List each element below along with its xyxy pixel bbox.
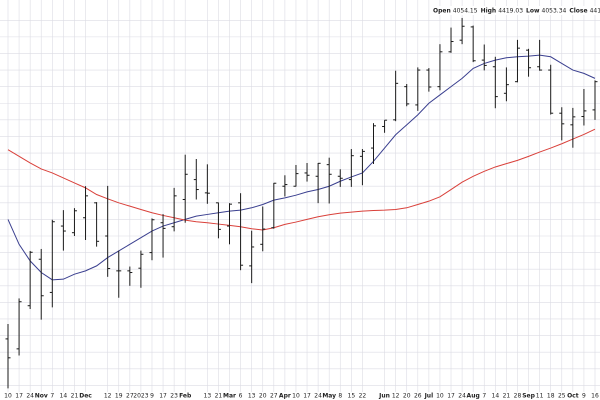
header: Open 4054.15 High 4419.03 Low 4053.34 Close 441… [433,8,600,15]
x-tick-label: 14 [492,393,500,400]
x-tick-label: 9 [582,393,586,400]
x-tick-label: 20 [403,393,411,400]
moving-average-line [7,128,596,231]
x-tick-label: 7 [50,393,54,400]
x-tick-label: 16 [591,393,599,400]
labels: 10 17 24 Nov 7 14 21 Dec 12 19 27 2023 9 17 23 Feb 13 21 M… [4,393,599,400]
x-tick-label: 10 [292,393,300,400]
header-label: Close [569,8,587,15]
x-tick-label: Dec [79,393,92,400]
moving-average-line [7,54,596,281]
x-tick-label: 12 [104,393,112,400]
x-tick-label: 7 [482,393,486,400]
x-tick-label: 21 [215,393,223,400]
header-label: Low [526,8,540,15]
x-tick-label: Aug [467,393,480,400]
header-value: 4415.24 [590,8,600,15]
x-tick-label: 12 [392,393,400,400]
x-tick-label: 24 [458,393,466,400]
x-tick-label: 24 [26,393,34,400]
x-tick-label: Jun [378,393,390,400]
x-tick-label: 20 [259,393,267,400]
header-label: Open [433,8,451,15]
header-value: 4053.34 [542,8,567,15]
x-tick-label: Jul [424,393,434,400]
x-tick-label: 18 [547,393,555,400]
x-tick-label: 8 [338,393,342,400]
x-tick-label: 27 [270,393,278,400]
x-tick-label: 10 [4,393,12,400]
x-tick-label: 2023 [133,393,148,400]
x-tick-label: 15 [348,393,356,400]
x-tick-label: May [322,393,336,400]
x-tick-label: 13 [248,393,256,400]
x-tick-label: 6 [239,393,243,400]
x-tick-label: 21 [503,393,511,400]
x-tick-label: 26 [414,393,422,400]
x-tick-label: Sep [522,393,535,400]
header-background [430,6,600,15]
x-tick-label: Feb [179,393,192,400]
x-tick-label: 14 [60,393,68,400]
x-tick-label: 11 [536,393,544,400]
x-tick-label: 25 [558,393,566,400]
x-tick-label: 19 [115,393,123,400]
x-tick-label: 17 [159,393,167,400]
header-value: 4054.15 [453,8,478,15]
x-tick-label: 17 [303,393,311,400]
x-tick-label: 17 [447,393,455,400]
marks [5,17,598,389]
x-tick-label: 24 [314,393,322,400]
x-tick-label: 27 [126,393,134,400]
x-tick-label: Mar [223,393,236,400]
x-tick-label: Oct [567,393,579,400]
x-tick-label: 21 [71,393,79,400]
x-tick-label: 22 [359,393,367,400]
x-tick-label: 28 [514,393,522,400]
x-tick-label: 9 [150,393,154,400]
x-tick-label: Nov [35,393,48,400]
x-tick-label: Apr [279,393,291,400]
x-tick-label: 10 [436,393,444,400]
header-label: High [481,8,497,15]
x-tick-label: 17 [15,393,23,400]
x-tick-label: 13 [204,393,212,400]
header-value: 4419.03 [498,8,523,15]
x-tick-label: 23 [170,393,178,400]
